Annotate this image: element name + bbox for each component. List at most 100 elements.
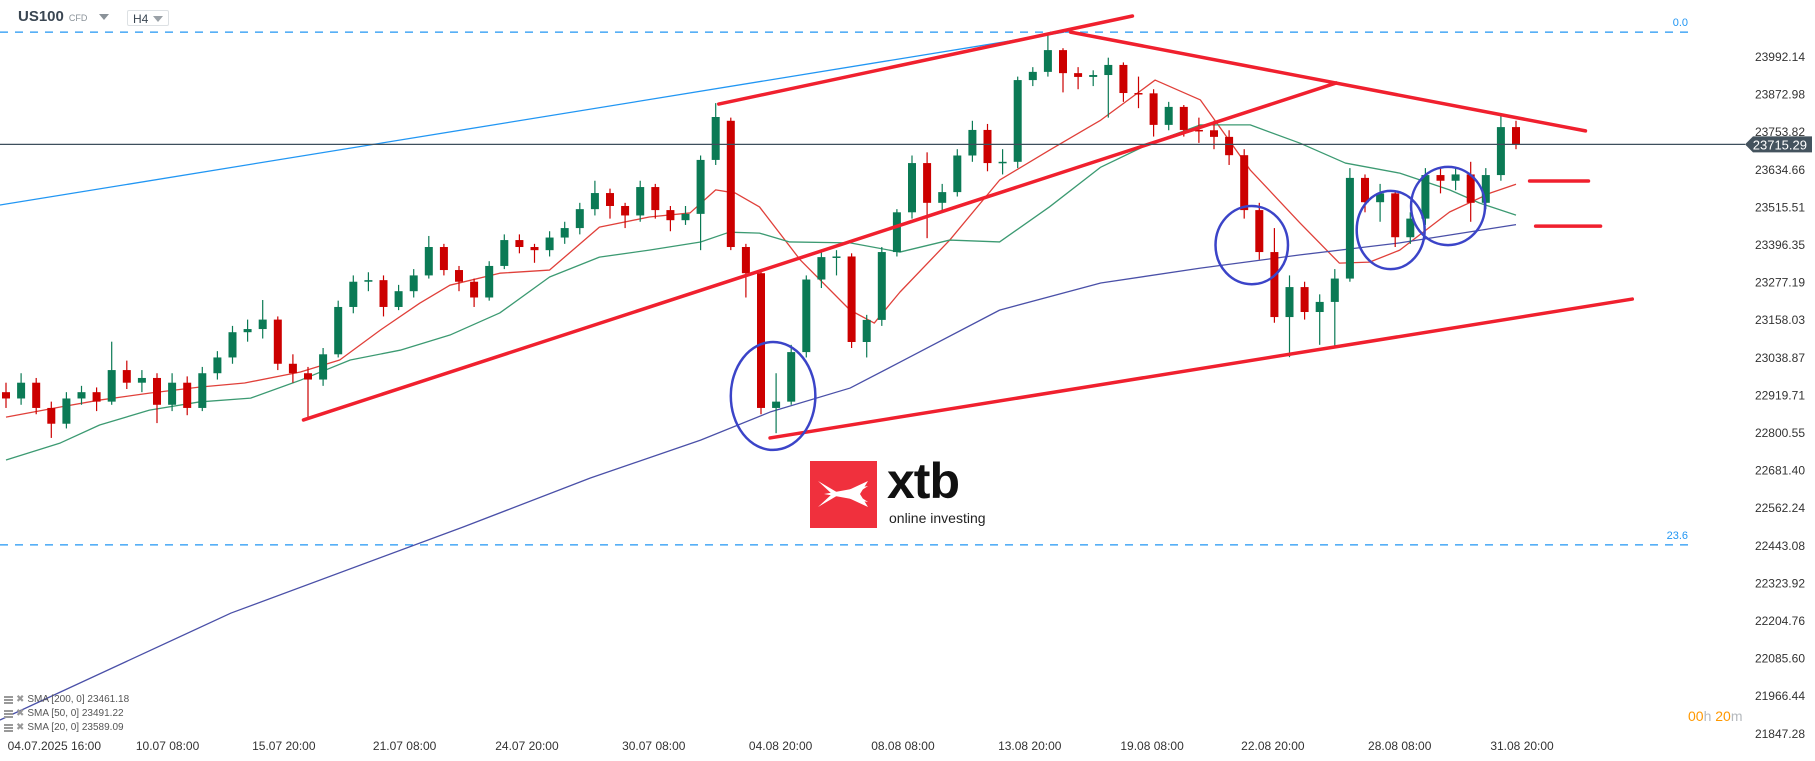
candle-body: [666, 210, 675, 221]
candle: [424, 235, 433, 279]
candle: [787, 344, 796, 405]
candle-body: [590, 193, 599, 210]
candle: [183, 376, 192, 416]
candle-body: [213, 357, 222, 374]
close-icon[interactable]: ✖: [16, 722, 25, 733]
price-axis[interactable]: 23992.14 23872.98 23753.82 23634.66 23515.51…: [1755, 50, 1805, 741]
symbol-name: US100: [18, 8, 64, 25]
candle-body: [228, 332, 237, 358]
time-tick-label: 21.07 08:00: [373, 739, 437, 753]
candle: [485, 261, 494, 301]
candle-body: [364, 280, 373, 282]
candle-body: [334, 306, 343, 355]
candle-body: [938, 192, 947, 203]
trendline: [768, 297, 1635, 440]
candle-body: [515, 240, 524, 248]
candle-body: [379, 280, 388, 307]
candle: [1225, 130, 1234, 165]
candle-body: [621, 205, 630, 216]
candle: [621, 202, 630, 229]
close-icon[interactable]: ✖: [16, 694, 25, 705]
time-tick-label: 28.08 08:00: [1368, 739, 1432, 753]
time-tick-label: 04.08 20:00: [749, 739, 813, 753]
candle: [455, 265, 463, 292]
candle-body: [1164, 106, 1173, 125]
close-icon[interactable]: ✖: [16, 708, 25, 719]
time-tick-label: 04.07.2025 16:00: [8, 739, 102, 753]
candle-body: [1240, 155, 1249, 211]
candle-body: [1406, 218, 1415, 238]
candle-body: [1194, 129, 1203, 132]
candle: [168, 373, 177, 412]
candle: [817, 250, 826, 289]
settings-icon[interactable]: [4, 723, 13, 732]
candle-body: [1149, 93, 1158, 125]
candle-body: [1300, 287, 1309, 313]
price-tick-label: 21966.44: [1755, 689, 1805, 703]
candle-body: [304, 373, 312, 380]
candle: [968, 120, 977, 162]
candle: [394, 284, 403, 311]
candle-body: [258, 319, 267, 330]
candle: [1406, 212, 1415, 244]
candle: [258, 300, 267, 339]
trendline: [716, 14, 1135, 106]
candle-body: [1210, 130, 1218, 137]
price-tick-label: 23753.82: [1755, 125, 1805, 139]
fib-level-label: 0.0: [1673, 17, 1688, 29]
candle-body: [1496, 127, 1505, 176]
settings-icon[interactable]: [4, 695, 13, 704]
candle: [1119, 62, 1128, 102]
time-axis[interactable]: 04.07.2025 16:00 10.07 08:00 15.07 20:00 21…: [8, 739, 1554, 753]
candle: [92, 387, 101, 412]
candle-body: [77, 392, 86, 399]
candle-body: [319, 354, 328, 380]
settings-icon[interactable]: [4, 709, 13, 718]
time-tick-label: 24.07 20:00: [495, 739, 559, 753]
candle-body: [877, 252, 886, 320]
candle: [122, 360, 131, 390]
candle: [877, 247, 886, 326]
candle-body: [530, 247, 539, 251]
time-tick-label: 15.07 20:00: [252, 739, 316, 753]
legend-sma50[interactable]: ✖ SMA [50, 0] 23491.22: [4, 708, 124, 719]
candle: [938, 183, 947, 213]
candle: [228, 325, 237, 364]
candle: [802, 275, 811, 358]
candle: [1194, 117, 1203, 143]
candle: [1059, 48, 1067, 93]
candle-body: [1421, 175, 1430, 219]
candle: [1149, 89, 1158, 137]
legend-label: SMA [50, 0] 23491.22: [27, 708, 124, 719]
symbol-selector[interactable]: US100 CFD: [18, 8, 110, 25]
candle: [757, 269, 765, 415]
price-tick-label: 23634.66: [1755, 163, 1805, 177]
candle-body: [772, 401, 781, 408]
price-tick-label: 22443.08: [1755, 539, 1805, 553]
candle-body: [500, 240, 509, 266]
highlight-ellipse: [1409, 165, 1487, 247]
legend-sma20[interactable]: ✖ SMA [20, 0] 23589.09: [4, 722, 124, 733]
time-tick-label: 19.08 08:00: [1120, 739, 1184, 753]
candle: [953, 149, 962, 197]
candle-body: [1361, 177, 1369, 203]
candle: [1028, 67, 1037, 87]
candle: [198, 366, 207, 412]
candle: [470, 278, 479, 307]
candle: [606, 188, 614, 219]
legend-sma200[interactable]: ✖ SMA [200, 0] 23461.18: [4, 694, 129, 705]
candle: [651, 183, 660, 219]
candle-body: [1436, 175, 1445, 181]
highlight-ellipse: [729, 340, 817, 452]
candle-body: [273, 319, 282, 364]
timeframe-select[interactable]: H4: [127, 10, 169, 26]
chevron-down-icon[interactable]: [99, 13, 110, 20]
candle-body: [424, 247, 433, 276]
candle-body: [575, 209, 584, 229]
countdown-h-unit: h: [1703, 708, 1712, 724]
candle-body: [560, 228, 569, 238]
candle-body: [243, 329, 252, 333]
candle: [1466, 161, 1475, 222]
candle: [2, 382, 10, 408]
